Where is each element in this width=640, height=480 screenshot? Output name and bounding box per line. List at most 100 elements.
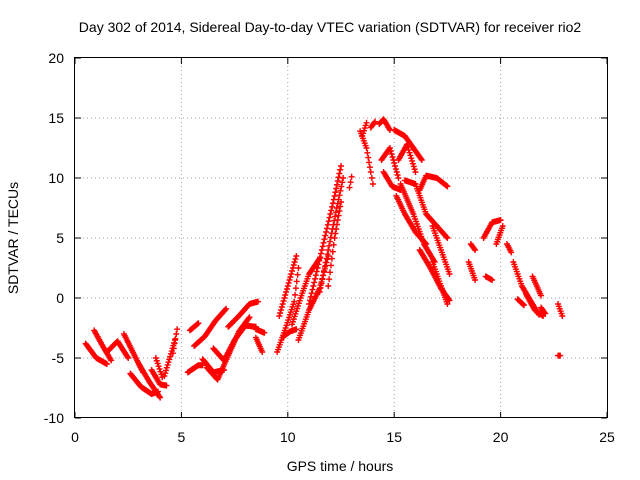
data-point bbox=[259, 349, 266, 355]
y-tick-label: 5 bbox=[56, 230, 64, 246]
data-point bbox=[282, 292, 289, 298]
data-track bbox=[538, 304, 549, 317]
data-point bbox=[403, 141, 410, 148]
data-track bbox=[346, 173, 355, 191]
data-point bbox=[323, 255, 330, 262]
y-tick-label: 20 bbox=[48, 50, 64, 66]
data-point bbox=[156, 393, 163, 400]
data-point bbox=[283, 286, 290, 292]
data-point bbox=[162, 370, 169, 377]
data-point bbox=[444, 235, 451, 241]
data-track bbox=[465, 259, 479, 283]
data-point bbox=[325, 218, 332, 225]
data-point bbox=[497, 217, 504, 223]
data-point bbox=[152, 355, 159, 361]
x-tick-label: 5 bbox=[178, 429, 186, 445]
data-point bbox=[163, 367, 170, 374]
data-track bbox=[135, 361, 164, 401]
data-point bbox=[332, 209, 339, 216]
data-point bbox=[277, 310, 284, 316]
plot-frame bbox=[74, 57, 608, 418]
data-point bbox=[520, 301, 527, 308]
data-point bbox=[174, 326, 181, 333]
data-point bbox=[338, 183, 345, 190]
data-point bbox=[347, 179, 354, 186]
data-point bbox=[322, 259, 329, 266]
data-point bbox=[542, 310, 549, 317]
data-points bbox=[82, 116, 566, 401]
data-point bbox=[289, 265, 296, 271]
data-point bbox=[286, 277, 293, 283]
data-point bbox=[108, 357, 115, 364]
data-point bbox=[489, 277, 496, 283]
data-point bbox=[334, 178, 341, 184]
data-point bbox=[173, 331, 180, 337]
data-point bbox=[411, 166, 418, 173]
data-point bbox=[557, 352, 564, 359]
data-point bbox=[291, 259, 298, 265]
data-track bbox=[186, 320, 202, 334]
data-point bbox=[308, 290, 315, 297]
data-track bbox=[280, 326, 300, 340]
data-track bbox=[169, 326, 181, 357]
data-point bbox=[326, 214, 333, 221]
data-point bbox=[312, 275, 319, 282]
x-axis-label: GPS time / hours bbox=[287, 458, 394, 474]
grid-lines bbox=[75, 58, 607, 418]
data-point bbox=[410, 163, 417, 170]
data-point bbox=[472, 247, 479, 253]
data-point bbox=[337, 187, 344, 194]
data-track bbox=[380, 169, 404, 193]
data-track bbox=[493, 223, 506, 247]
data-point bbox=[393, 169, 400, 175]
data-track bbox=[523, 291, 547, 319]
data-point bbox=[330, 241, 337, 248]
data-point bbox=[155, 363, 162, 370]
data-point bbox=[293, 253, 300, 259]
data-point bbox=[394, 172, 401, 178]
data-point bbox=[167, 353, 174, 360]
x-tick-label: 15 bbox=[386, 429, 402, 445]
data-point bbox=[322, 232, 329, 239]
data-point bbox=[331, 193, 338, 199]
data-point bbox=[324, 221, 331, 228]
data-track bbox=[367, 118, 379, 131]
y-tick-label: 15 bbox=[48, 110, 64, 126]
data-point bbox=[392, 163, 399, 169]
data-point bbox=[346, 184, 353, 191]
data-point bbox=[340, 175, 347, 181]
data-point bbox=[153, 357, 160, 364]
data-point bbox=[163, 382, 170, 389]
data-point bbox=[337, 203, 344, 210]
data-point bbox=[318, 280, 325, 287]
data-track bbox=[378, 145, 402, 181]
data-point bbox=[223, 305, 230, 312]
data-point bbox=[332, 189, 339, 196]
data-point bbox=[292, 256, 299, 262]
data-point bbox=[335, 212, 342, 219]
data-point bbox=[169, 350, 176, 357]
data-point bbox=[499, 223, 506, 229]
data-track bbox=[555, 301, 566, 319]
data-point bbox=[338, 199, 344, 205]
y-tick-label: -10 bbox=[44, 410, 64, 426]
data-point bbox=[317, 254, 324, 261]
data-track bbox=[359, 119, 370, 139]
data-point bbox=[329, 248, 336, 255]
data-point bbox=[326, 238, 333, 245]
data-point bbox=[124, 353, 131, 360]
data-point bbox=[280, 298, 287, 304]
data-point bbox=[307, 293, 314, 300]
data-track bbox=[401, 177, 451, 241]
data-point bbox=[404, 144, 411, 151]
data-point bbox=[367, 169, 374, 175]
data-point bbox=[521, 302, 528, 309]
data-point bbox=[154, 360, 161, 367]
data-point bbox=[336, 170, 343, 177]
data-point bbox=[386, 145, 393, 151]
data-track bbox=[191, 305, 230, 349]
x-tick-label: 25 bbox=[599, 429, 615, 445]
data-point bbox=[366, 159, 373, 166]
data-point bbox=[392, 166, 399, 172]
